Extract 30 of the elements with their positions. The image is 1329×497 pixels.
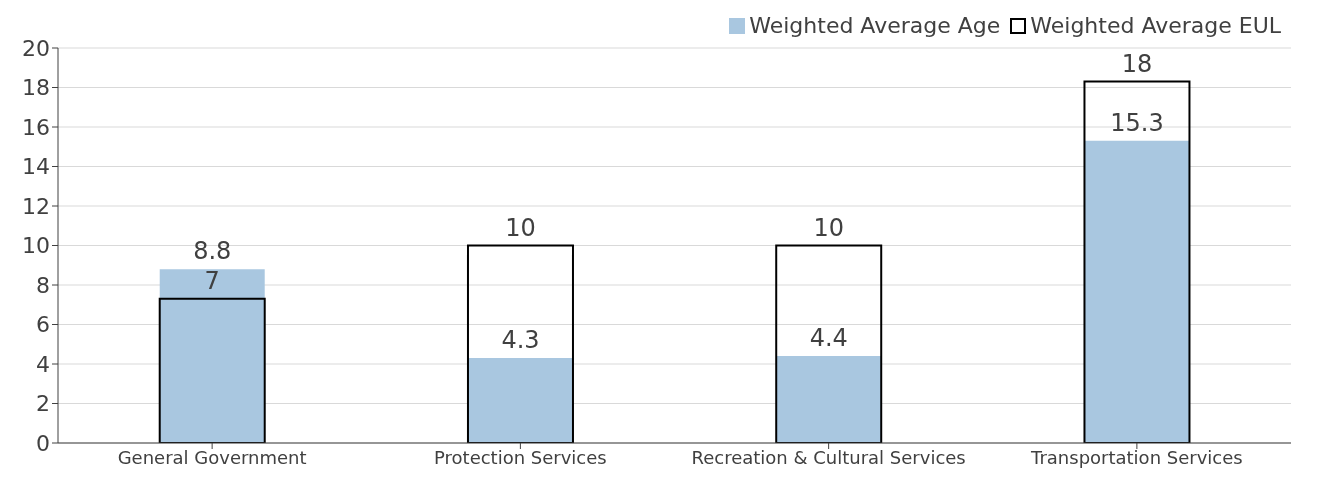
y-tick-label: 16: [22, 114, 50, 140]
legend-label: Weighted Average Age: [748, 13, 1001, 38]
x-tick-label: General Government: [117, 446, 307, 468]
y-tick-label: 12: [22, 193, 50, 219]
bar: [467, 358, 573, 443]
y-tick-label: 14: [22, 154, 50, 180]
bar: [776, 356, 882, 443]
y-tick-label: 2: [36, 391, 50, 417]
data-label: 8.8: [193, 237, 232, 266]
data-label: 4.3: [501, 326, 540, 355]
y-tick-label: 8: [36, 272, 50, 298]
y-tick-label: 4: [36, 351, 50, 377]
x-tick-label: Transportation Services: [1030, 446, 1243, 468]
data-label: 7: [204, 266, 220, 295]
y-tick-label: 6: [36, 312, 50, 338]
data-label: 10: [505, 213, 536, 242]
y-tick-label: 0: [36, 430, 50, 456]
bar: [1083, 80, 1191, 443]
data-label: 15.3: [1110, 108, 1164, 137]
data-label: 4.4: [809, 324, 848, 353]
y-tick-label: 10: [22, 233, 50, 259]
data-label: 10: [813, 213, 844, 242]
y-tick-label: 18: [22, 75, 50, 101]
x-tick-label: Protection Services: [434, 446, 607, 468]
x-tick-label: Recreation & Cultural Services: [691, 446, 966, 468]
y-tick-label: 20: [22, 35, 50, 61]
data-label: 18: [1121, 49, 1153, 78]
bar: [159, 269, 265, 443]
legend-label: Weighted Average EUL: [1029, 13, 1281, 38]
bar: [1084, 140, 1190, 443]
